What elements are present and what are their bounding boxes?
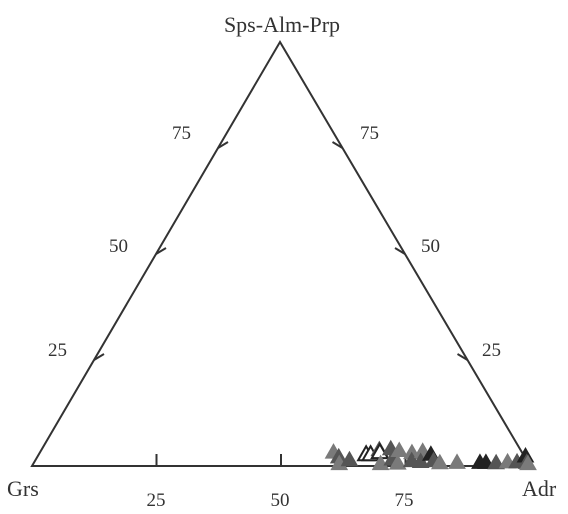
data-points: [324, 439, 537, 471]
tick-label-right-75: 75: [360, 123, 379, 144]
tick-label-right-50: 50: [421, 236, 440, 257]
tick-label-bottom-75: 75: [395, 490, 414, 511]
tick-label-left-75: 75: [172, 123, 191, 144]
vertex-label-left: Grs: [7, 476, 39, 501]
tick-label-left-25: 25: [48, 340, 67, 361]
triangle-outline: [30, 40, 532, 467]
triangle-marker-9: [371, 454, 390, 471]
triangle-marker-28: [519, 454, 537, 471]
tick-label-bottom-25: 25: [147, 490, 166, 511]
tick-left-25: [93, 353, 105, 361]
tick-right-75: [331, 141, 344, 149]
tick-right-25: [456, 353, 469, 361]
tick-marks: [93, 141, 469, 466]
tick-label-right-25: 25: [482, 340, 501, 361]
vertex-label-top: Sps-Alm-Prp: [224, 12, 340, 37]
triangle-marker-11: [390, 441, 409, 457]
tick-left-75: [217, 141, 229, 149]
tick-left-50: [155, 247, 167, 255]
triangle-marker-23: [487, 453, 505, 470]
triangle-marker-19: [430, 453, 449, 470]
tick-right-50: [394, 247, 406, 255]
vertex-label-right: Adr: [522, 476, 557, 501]
tick-label-bottom-50: 50: [271, 490, 290, 511]
triangle-marker-12: [388, 454, 407, 470]
triangle-frame: [30, 40, 532, 467]
triangle-marker-20: [448, 453, 466, 469]
triangle-marker-3: [340, 450, 359, 467]
tick-label-left-50: 50: [109, 236, 128, 257]
